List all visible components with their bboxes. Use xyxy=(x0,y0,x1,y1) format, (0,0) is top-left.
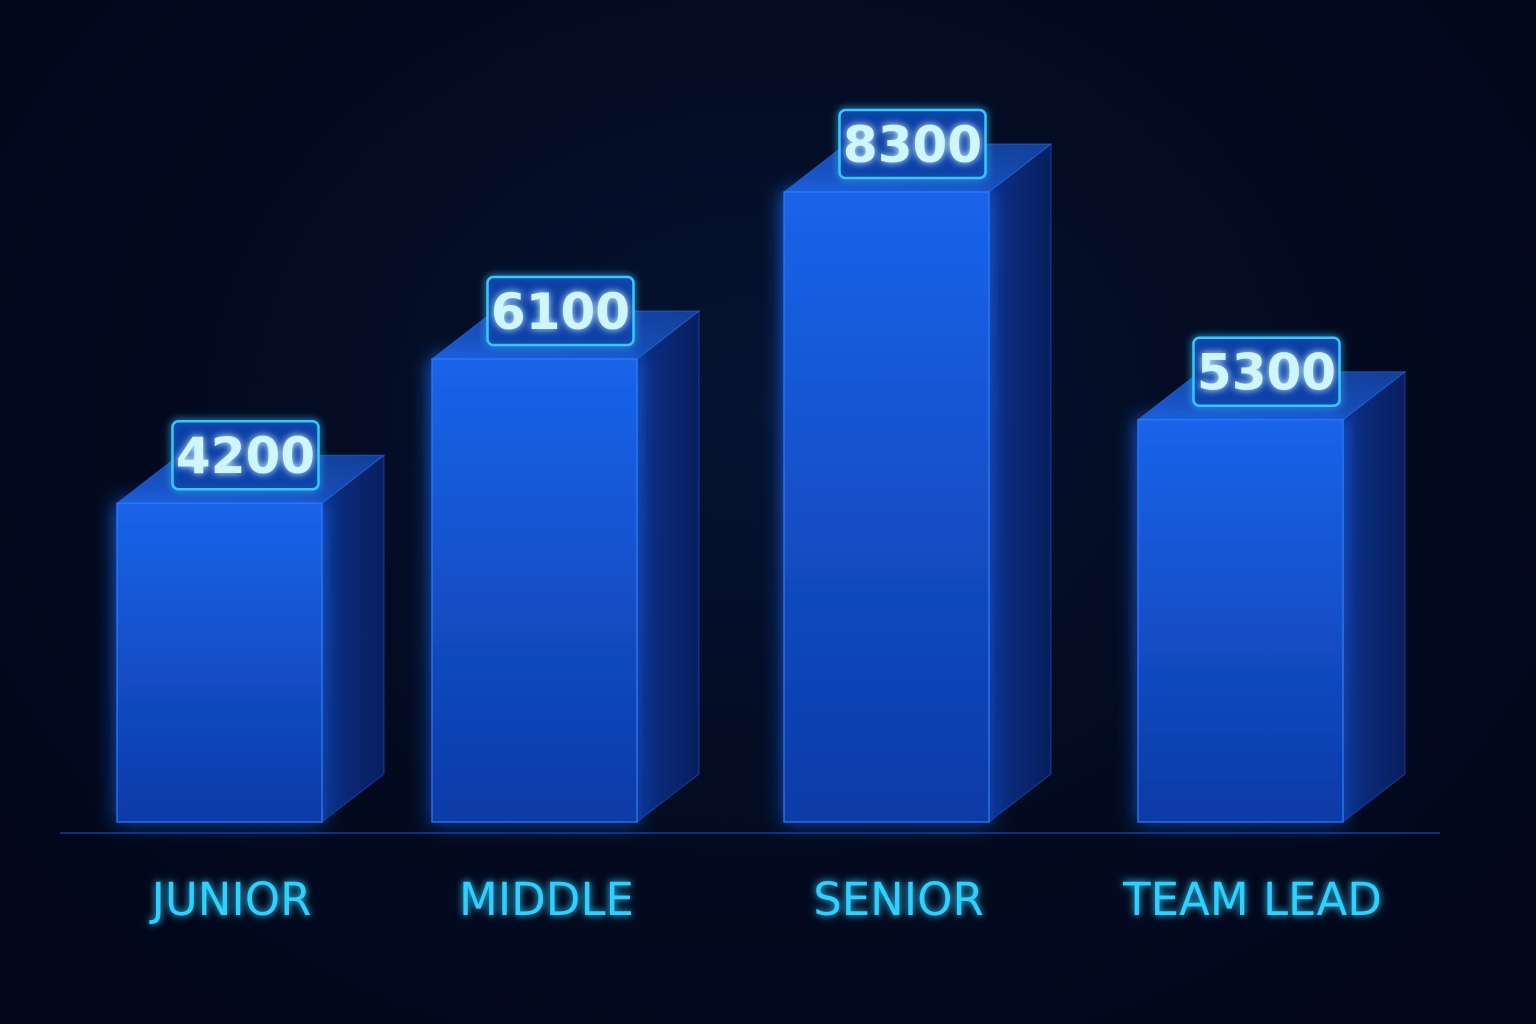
bar-side-face xyxy=(1342,370,1406,824)
value-label-text: 8300 xyxy=(843,116,982,174)
category-label-team-lead: TEAM LEAD xyxy=(1122,873,1382,926)
labels-layer: 4200 JUNIOR 6100 MIDDLE 8300 SENIOR 5300 TEAM L… xyxy=(149,108,1382,926)
value-label-junior: 4200 xyxy=(171,419,320,491)
bar-senior xyxy=(782,142,1053,824)
value-label-senior: 8300 xyxy=(838,108,987,180)
value-label-box xyxy=(838,108,987,180)
bar-front-face xyxy=(431,358,638,823)
value-label-box xyxy=(171,419,320,491)
bar-junior xyxy=(115,454,386,824)
category-label-senior: SENIOR xyxy=(813,873,984,926)
value-label-text: 6100 xyxy=(491,283,630,341)
bar-front-face xyxy=(116,502,323,823)
bar-side-face xyxy=(321,454,385,824)
category-label-junior: JUNIOR xyxy=(149,873,312,926)
value-label-box xyxy=(1192,336,1341,407)
bar-middle xyxy=(430,309,701,824)
bar-side-face xyxy=(988,142,1052,824)
value-label-team-lead: 5300 xyxy=(1192,336,1341,407)
bar-side-face xyxy=(636,309,700,824)
bar-team-lead xyxy=(1136,370,1407,824)
value-label-text: 5300 xyxy=(1197,344,1336,402)
value-label-text: 4200 xyxy=(176,427,315,485)
value-label-box xyxy=(486,275,635,347)
bar-front-face xyxy=(783,191,990,823)
bar-front-face xyxy=(1137,418,1344,823)
value-label-middle: 6100 xyxy=(486,275,635,347)
category-label-middle: MIDDLE xyxy=(459,873,634,926)
